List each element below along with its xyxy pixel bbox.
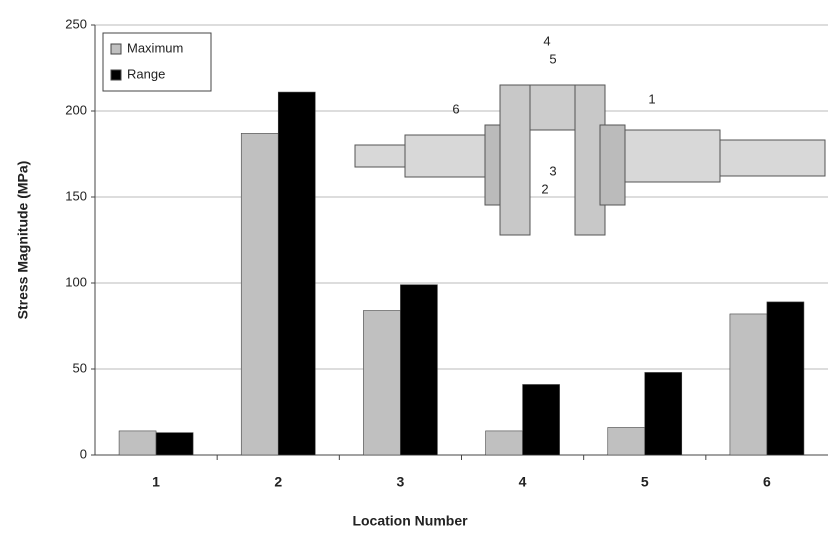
x-tick-label: 6 (763, 474, 771, 490)
shaft-left (405, 135, 485, 177)
bar (730, 314, 767, 455)
legend-swatch (111, 44, 121, 54)
shaft-tail (720, 140, 825, 176)
bar (645, 372, 682, 455)
legend-label: Maximum (127, 40, 183, 55)
web-right (600, 125, 625, 205)
bar (608, 427, 645, 455)
crankpin (530, 85, 580, 130)
bar (486, 431, 523, 455)
y-tick-label: 100 (65, 274, 87, 289)
arm-left (500, 85, 530, 235)
y-tick-label: 150 (65, 188, 87, 203)
y-tick-label: 50 (73, 360, 87, 375)
bar (241, 133, 278, 455)
y-tick-label: 0 (80, 446, 87, 461)
bar (523, 384, 560, 455)
bar (156, 433, 193, 455)
x-tick-label: 5 (641, 474, 649, 490)
inset-label: 3 (549, 163, 556, 178)
x-tick-label: 3 (397, 474, 405, 490)
x-axis-label: Location Number (352, 513, 468, 529)
inset-label: 1 (648, 91, 655, 106)
bar (767, 302, 804, 455)
crankshaft-inset (355, 85, 825, 235)
inset-label: 2 (541, 181, 548, 196)
shaft-end (355, 145, 405, 167)
x-tick-label: 1 (152, 474, 160, 490)
y-tick-label: 200 (65, 102, 87, 117)
bar (119, 431, 156, 455)
inset-label: 4 (543, 33, 550, 48)
bar (278, 92, 315, 455)
bar (400, 285, 437, 455)
bar (363, 311, 400, 455)
y-tick-label: 250 (65, 16, 87, 31)
shaft-right (625, 130, 720, 182)
x-tick-label: 4 (519, 474, 527, 490)
inset-label: 5 (549, 51, 556, 66)
legend-swatch (111, 70, 121, 80)
legend-label: Range (127, 66, 165, 81)
inset-label: 6 (452, 101, 459, 116)
chart: Location Number Stress Magnitude (MPa) 0… (0, 0, 830, 536)
x-tick-label: 2 (274, 474, 282, 490)
y-axis-label: Stress Magnitude (MPa) (15, 161, 31, 320)
